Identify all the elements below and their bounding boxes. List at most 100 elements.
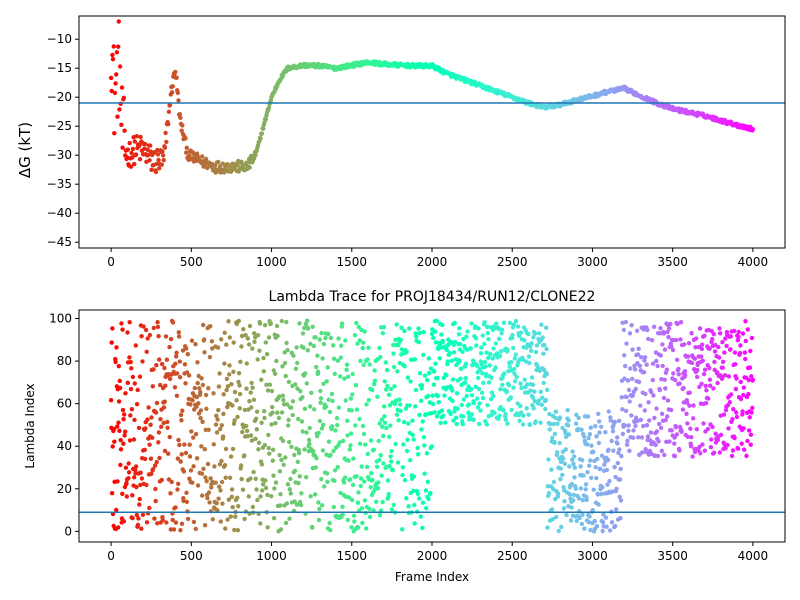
bottom-data-point (244, 361, 249, 366)
bottom-data-point (341, 480, 347, 485)
bottom-data-point (154, 400, 160, 406)
bottom-data-point (193, 526, 198, 532)
bottom-data-point (545, 387, 550, 393)
bottom-data-point (242, 407, 248, 413)
bottom-data-point (616, 450, 621, 456)
bottom-data-point (707, 377, 713, 382)
bottom-data-point (522, 338, 527, 343)
bottom-data-point (348, 443, 353, 448)
bottom-data-point (595, 456, 600, 462)
bottom-data-point (225, 384, 231, 389)
bottom-data-point (130, 493, 135, 498)
top-data-point (108, 75, 114, 81)
top-data-point (221, 170, 227, 175)
bottom-data-point (288, 405, 294, 410)
bottom-data-point (707, 365, 712, 371)
bottom-data-point (159, 361, 165, 367)
bottom-data-point (316, 517, 322, 523)
bottom-data-point (430, 393, 435, 398)
bottom-data-point (544, 325, 549, 330)
bottom-data-point (367, 514, 373, 520)
bottom-data-point (659, 448, 664, 454)
bottom-data-point (439, 408, 445, 413)
bottom-data-point (181, 469, 187, 474)
top-data-point (169, 90, 175, 95)
bottom-data-point (702, 333, 707, 338)
bottom-data-point (562, 461, 568, 466)
bottom-data-point (295, 386, 300, 391)
bottom-data-point (190, 398, 195, 403)
bottom-data-point (651, 393, 656, 398)
bottom-data-point (223, 446, 229, 452)
bottom-data-point (432, 369, 437, 374)
bottom-data-point (506, 383, 512, 388)
bottom-data-point (296, 480, 301, 486)
bottom-data-point (587, 514, 592, 519)
top-x-tick-label: 1000 (256, 255, 287, 269)
bottom-data-point (119, 321, 124, 326)
top-data-point (162, 145, 168, 150)
bottom-data-point (492, 410, 497, 416)
top-data-point (119, 85, 125, 90)
bottom-data-point (682, 369, 688, 374)
bottom-data-point (355, 341, 360, 346)
bottom-data-point (332, 478, 337, 483)
bottom-data-point (309, 390, 314, 395)
bottom-data-point (442, 393, 447, 398)
bottom-data-point (631, 435, 636, 440)
bottom-data-point (408, 379, 413, 384)
bottom-data-point (665, 414, 670, 419)
bottom-data-point (258, 494, 263, 499)
bottom-data-point (704, 388, 709, 393)
top-data-point (133, 152, 139, 157)
bottom-data-point (401, 442, 406, 447)
bottom-x-ticks: 0 500 1000 1500 2000 2500 3000 3500 4000 (107, 542, 768, 563)
bottom-data-point (538, 420, 543, 425)
bottom-data-point (615, 460, 620, 466)
bottom-data-point (127, 355, 132, 360)
bottom-data-point (137, 496, 142, 502)
bottom-data-point (254, 487, 259, 492)
chart-top: 0 500 1000 1500 2000 2500 3000 3500 4000 −45−40−… (16, 15, 786, 269)
bottom-data-point (672, 435, 677, 440)
bottom-data-point (678, 320, 684, 325)
bottom-data-point (469, 412, 474, 417)
bottom-data-point (215, 345, 221, 350)
bottom-data-point (374, 499, 379, 504)
bottom-data-point (570, 449, 575, 454)
bottom-data-point (557, 440, 562, 446)
bottom-data-point (355, 500, 361, 505)
bottom-data-point (392, 401, 397, 407)
bottom-data-point (508, 395, 514, 400)
bottom-data-point (469, 387, 474, 392)
bottom-data-point (421, 435, 427, 440)
bottom-data-point (641, 423, 646, 429)
bottom-data-point (746, 377, 751, 383)
bottom-data-point (615, 441, 620, 446)
bottom-data-point (140, 359, 145, 364)
bottom-data-point (180, 348, 186, 353)
bottom-data-point (502, 371, 507, 376)
bottom-data-point (609, 438, 614, 444)
bottom-data-point (311, 449, 316, 454)
bottom-chart-title: Lambda Trace for PROJ18434/RUN12/CLONE22 (269, 289, 596, 305)
bottom-data-point (113, 359, 118, 365)
bottom-data-point (159, 424, 164, 429)
bottom-data-point (433, 361, 438, 366)
bottom-data-point (630, 393, 636, 398)
bottom-data-point (383, 360, 388, 365)
top-data-point (161, 158, 166, 163)
bottom-data-point (230, 505, 235, 510)
bottom-data-point (574, 518, 579, 524)
bottom-data-point (685, 434, 690, 439)
top-data-point (146, 152, 151, 158)
bottom-data-point (649, 389, 654, 395)
bottom-data-point (741, 426, 746, 431)
bottom-data-point (417, 412, 422, 418)
bottom-data-point (701, 371, 707, 377)
top-data-point (148, 143, 153, 148)
bottom-data-point (484, 422, 490, 427)
bottom-data-point (163, 383, 168, 388)
bottom-data-point (596, 411, 601, 417)
bottom-data-point (191, 435, 196, 440)
